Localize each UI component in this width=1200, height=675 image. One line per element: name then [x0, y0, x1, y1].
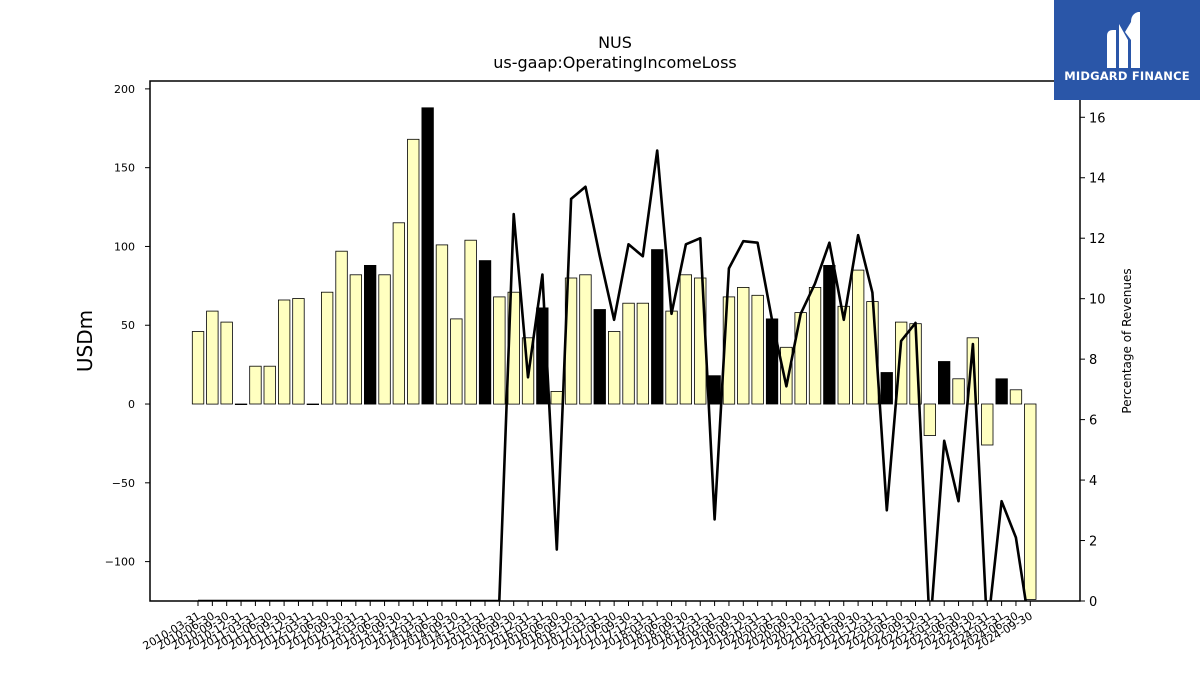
bar [636, 302, 649, 405]
y2-tick-label: 10 [1089, 293, 1106, 308]
bar [292, 298, 305, 405]
y2-tick-label: 0 [1089, 595, 1097, 610]
chart-title: NUS [598, 33, 632, 52]
bar [852, 269, 865, 405]
bar [708, 375, 721, 405]
bar [995, 378, 1008, 405]
bar [780, 346, 793, 405]
bar [665, 310, 678, 405]
bar [335, 250, 348, 405]
bar [923, 403, 936, 436]
bar [493, 296, 506, 405]
bar [392, 222, 406, 405]
bar [895, 321, 908, 405]
bar [837, 305, 850, 405]
bar [823, 264, 836, 405]
bar [794, 312, 807, 405]
y-tick-label: −100 [105, 556, 135, 569]
y-tick-label: 150 [114, 162, 135, 175]
y2-tick-label: 6 [1089, 414, 1097, 429]
bar [651, 249, 664, 405]
bar [363, 264, 377, 405]
bar [981, 403, 994, 446]
bar [622, 302, 635, 405]
bar [966, 337, 979, 405]
y2-tick-label: 8 [1089, 353, 1097, 368]
bar [206, 310, 219, 405]
logo-mark-icon [1107, 12, 1140, 68]
bar [737, 286, 750, 405]
bar [952, 378, 965, 405]
bar [593, 309, 606, 405]
y2-tick-label: 2 [1089, 535, 1097, 550]
bar [450, 318, 463, 405]
y2-tick-label: 4 [1089, 474, 1097, 489]
bar [277, 299, 291, 405]
bar [464, 239, 477, 405]
bar [1009, 389, 1023, 405]
y2-tick-label: 16 [1089, 111, 1106, 126]
y-tick-label: −50 [112, 477, 135, 490]
bar [880, 372, 893, 405]
bar [938, 361, 951, 405]
bar [220, 321, 233, 405]
bar [378, 274, 391, 405]
bar [536, 307, 549, 405]
y-tick-label: 0 [128, 398, 135, 411]
bar [249, 365, 262, 405]
y2-tick-label: 12 [1089, 232, 1106, 247]
midgard-finance-logo: MIDGARD FINANCE [1054, 0, 1200, 100]
bar [1024, 403, 1037, 600]
bar [421, 107, 434, 405]
bar [478, 260, 492, 405]
bar [407, 138, 420, 405]
bar [191, 331, 205, 405]
y-axis-label: USDm [73, 310, 97, 372]
bar [808, 286, 822, 405]
bar [751, 294, 764, 405]
y-tick-label: 50 [121, 319, 135, 332]
bar [349, 274, 363, 405]
bar [306, 403, 320, 406]
bar [320, 291, 334, 405]
bar [234, 403, 248, 406]
plot-area: −100−5005010015020002468101214162010-03-… [105, 83, 1106, 653]
bar [679, 274, 692, 405]
bar [550, 390, 563, 405]
y-tick-label: 100 [114, 240, 135, 253]
bar [765, 318, 779, 405]
y2-tick-label: 14 [1089, 172, 1106, 187]
plot-frame [149, 80, 1081, 602]
bar [263, 365, 276, 405]
bar [579, 274, 592, 405]
bar [435, 244, 449, 405]
y2-axis-label: Percentage of Revenues [1120, 268, 1134, 413]
y-tick-label: 200 [114, 83, 135, 96]
series-line [198, 149, 1027, 601]
bar [608, 331, 621, 405]
chart-subtitle: us-gaap:OperatingIncomeLoss [493, 53, 737, 72]
logo-text: MIDGARD FINANCE [1064, 69, 1190, 83]
